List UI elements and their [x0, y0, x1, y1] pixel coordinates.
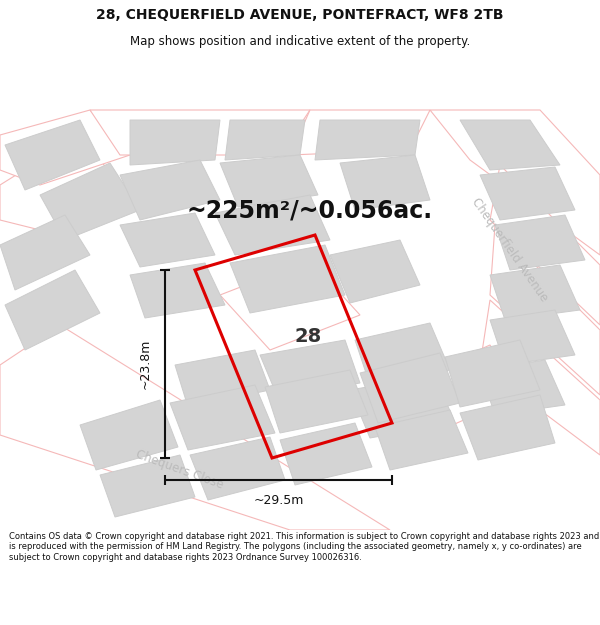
- Polygon shape: [170, 385, 275, 450]
- Polygon shape: [330, 240, 420, 303]
- Polygon shape: [120, 213, 215, 267]
- Polygon shape: [290, 110, 430, 155]
- Polygon shape: [490, 165, 600, 325]
- Polygon shape: [445, 340, 540, 407]
- Polygon shape: [375, 410, 468, 470]
- Polygon shape: [230, 245, 345, 313]
- Polygon shape: [90, 110, 310, 155]
- Polygon shape: [490, 225, 600, 395]
- Text: Chequerfield Avenue: Chequerfield Avenue: [469, 196, 551, 304]
- Text: ~29.5m: ~29.5m: [253, 494, 304, 506]
- Polygon shape: [215, 195, 330, 255]
- Polygon shape: [460, 395, 555, 460]
- Polygon shape: [130, 263, 225, 318]
- Polygon shape: [430, 110, 600, 255]
- Polygon shape: [355, 323, 450, 385]
- Polygon shape: [120, 160, 220, 220]
- Polygon shape: [350, 375, 455, 438]
- Polygon shape: [40, 163, 140, 240]
- Polygon shape: [400, 345, 520, 435]
- Polygon shape: [480, 167, 575, 220]
- Polygon shape: [190, 437, 285, 500]
- Polygon shape: [260, 340, 360, 398]
- Polygon shape: [220, 260, 360, 350]
- Text: Map shows position and indicative extent of the property.: Map shows position and indicative extent…: [130, 35, 470, 48]
- Polygon shape: [225, 120, 305, 160]
- Text: ~225m²/~0.056ac.: ~225m²/~0.056ac.: [187, 198, 433, 222]
- Text: Contains OS data © Crown copyright and database right 2021. This information is : Contains OS data © Crown copyright and d…: [9, 532, 599, 562]
- Polygon shape: [265, 370, 368, 433]
- Polygon shape: [495, 215, 585, 270]
- Text: 28, CHEQUERFIELD AVENUE, PONTEFRACT, WF8 2TB: 28, CHEQUERFIELD AVENUE, PONTEFRACT, WF8…: [96, 8, 504, 22]
- Text: 28: 28: [295, 327, 322, 346]
- Polygon shape: [0, 325, 390, 530]
- Polygon shape: [5, 120, 100, 190]
- Polygon shape: [0, 110, 130, 185]
- Polygon shape: [80, 400, 178, 470]
- Polygon shape: [490, 265, 580, 320]
- Polygon shape: [360, 353, 460, 423]
- Polygon shape: [340, 155, 430, 210]
- Polygon shape: [315, 120, 420, 160]
- Text: Chequers Close: Chequers Close: [134, 448, 226, 492]
- Polygon shape: [480, 300, 600, 455]
- Polygon shape: [175, 350, 270, 407]
- Polygon shape: [0, 215, 90, 290]
- Polygon shape: [220, 155, 318, 207]
- Polygon shape: [490, 310, 575, 365]
- Polygon shape: [5, 270, 100, 350]
- Polygon shape: [480, 360, 565, 415]
- Polygon shape: [460, 120, 560, 170]
- Polygon shape: [0, 135, 120, 230]
- Polygon shape: [280, 423, 372, 485]
- Polygon shape: [130, 120, 220, 165]
- Text: ~23.8m: ~23.8m: [139, 339, 151, 389]
- Polygon shape: [100, 455, 195, 517]
